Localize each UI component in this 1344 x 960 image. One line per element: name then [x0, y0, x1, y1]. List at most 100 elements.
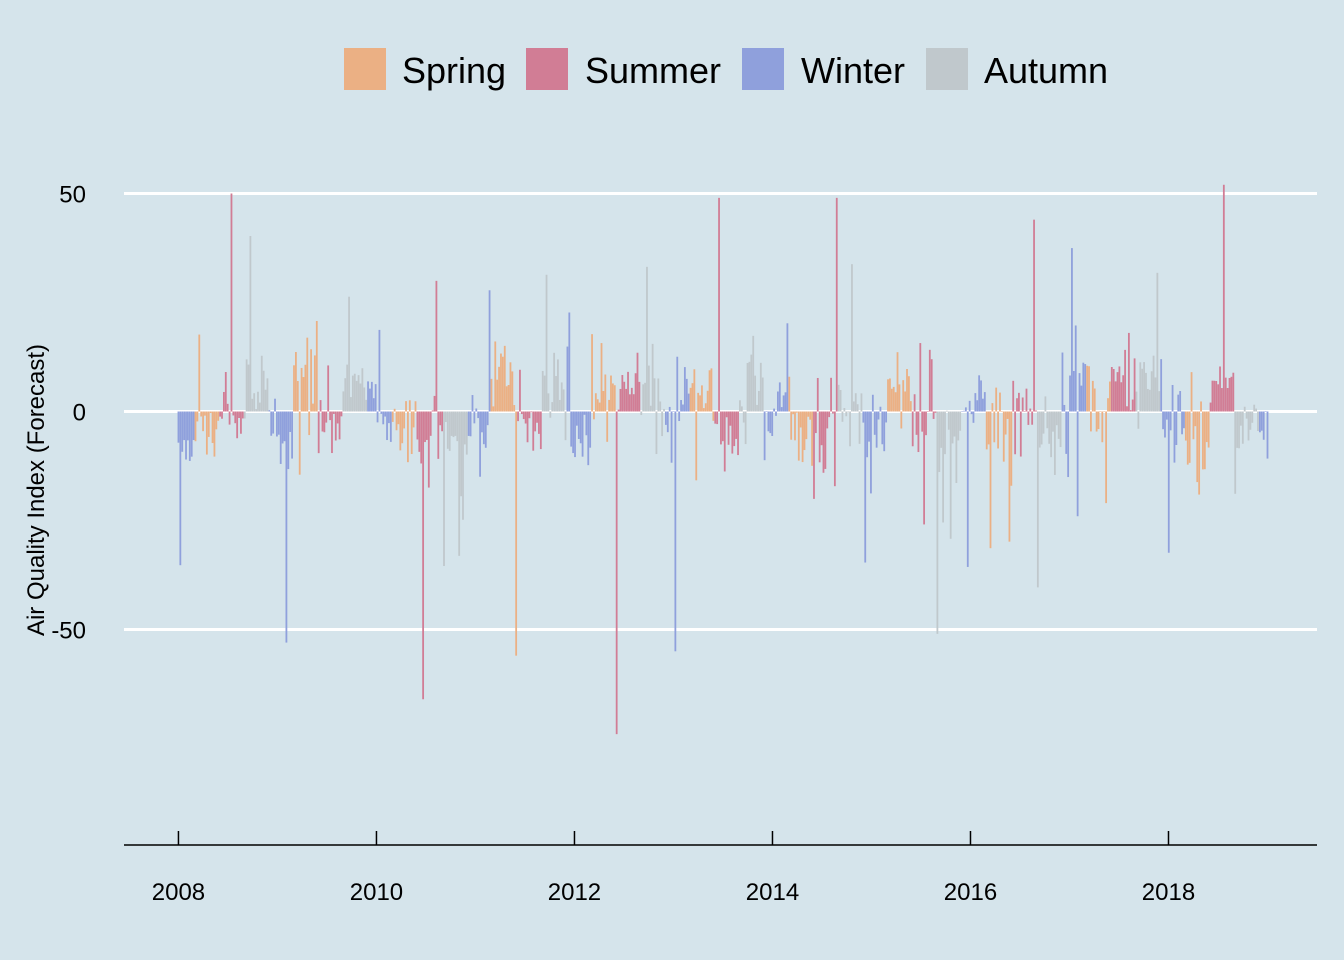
bar-winter: [1065, 411, 1068, 454]
bar-spring: [293, 365, 295, 412]
bar-autumn: [657, 378, 660, 412]
bar-autumn: [938, 411, 941, 473]
bar-spring: [1086, 365, 1089, 412]
bar-autumn: [1139, 362, 1142, 412]
bar-autumn: [1240, 411, 1242, 426]
bar-autumn: [342, 391, 345, 412]
bar-summer: [532, 411, 535, 451]
bar-autumn: [1158, 391, 1161, 412]
bar-spring: [1091, 380, 1094, 412]
bar-autumn: [1238, 411, 1240, 449]
bar-summer: [534, 411, 537, 432]
bar-summer: [824, 411, 827, 469]
bar-spring: [1190, 372, 1193, 412]
bar-summer: [727, 411, 730, 445]
bar-spring: [315, 320, 318, 412]
bar-winter: [1160, 359, 1163, 412]
bar-spring: [412, 411, 415, 428]
bar-autumn: [456, 411, 459, 442]
bar-spring: [1010, 411, 1013, 486]
bar-autumn: [944, 411, 946, 455]
bar-spring: [987, 411, 990, 445]
bar-winter: [1071, 248, 1073, 412]
bar-summer: [1228, 377, 1231, 412]
bar-autumn: [1048, 411, 1051, 444]
bar-autumn: [1057, 411, 1060, 439]
bar-spring: [408, 400, 411, 412]
bar-summer: [241, 411, 244, 419]
bar-summer: [1209, 402, 1212, 412]
bar-winter: [276, 411, 278, 437]
bar-spring: [1095, 411, 1098, 432]
bar-autumn: [1036, 411, 1039, 588]
bar-winter: [1080, 385, 1083, 412]
bar-spring: [604, 374, 607, 412]
bar-winter: [665, 411, 667, 425]
bar-winter: [374, 384, 377, 412]
bar-spring: [509, 362, 512, 412]
bar-winter: [287, 411, 290, 470]
bar-autumn: [843, 408, 846, 412]
bar-autumn: [953, 411, 956, 437]
bar-summer: [919, 343, 922, 412]
bar-winter: [188, 411, 191, 461]
bar-autumn: [752, 335, 755, 412]
bar-spring: [610, 375, 612, 412]
bar-autumn: [353, 373, 356, 412]
bar-spring: [710, 368, 713, 412]
x-tick-label: 2010: [350, 879, 403, 906]
bar-autumn: [1257, 411, 1259, 431]
bar-summer: [1221, 388, 1223, 412]
bar-autumn: [655, 411, 658, 455]
bar-autumn: [443, 411, 445, 567]
bar-spring: [295, 352, 297, 412]
bar-summer: [530, 411, 533, 413]
bar-summer: [426, 411, 428, 440]
bar-autumn: [1052, 411, 1054, 432]
bar-autumn: [936, 411, 939, 634]
bar-winter: [1171, 384, 1174, 412]
bar-spring: [691, 383, 694, 412]
bar-summer: [1016, 398, 1018, 412]
bar-winter: [179, 411, 182, 566]
bar-summer: [911, 411, 914, 447]
bar-summer: [1035, 410, 1037, 412]
bar-winter: [767, 411, 770, 432]
bar-summer: [1116, 372, 1119, 412]
bar-winter: [769, 411, 772, 434]
bar-summer: [634, 373, 637, 412]
bar-autumn: [355, 380, 358, 412]
bar-summer: [638, 381, 641, 412]
bar-spring: [807, 411, 810, 417]
bar-winter: [875, 411, 878, 448]
bar-summer: [913, 394, 916, 412]
bar-spring: [993, 411, 996, 443]
bar-autumn: [758, 390, 760, 412]
bar-summer: [629, 394, 631, 412]
bar-spring: [196, 411, 199, 422]
bar-autumn: [945, 410, 948, 412]
bar-summer: [325, 411, 328, 423]
bar-summer: [240, 411, 242, 434]
bar-autumn: [558, 399, 561, 412]
bar-summer: [721, 411, 724, 442]
legend-item-spring: Spring: [344, 48, 506, 91]
bar-winter: [1183, 411, 1185, 429]
bar-winter: [589, 411, 592, 448]
bar-summer: [223, 391, 225, 412]
bar-autumn: [257, 391, 259, 412]
bar-winter: [1260, 411, 1263, 431]
bar-spring: [204, 411, 206, 416]
bar-winter: [1061, 352, 1064, 412]
bar-autumn: [837, 384, 840, 412]
bar-spring: [302, 377, 305, 412]
bar-winter: [685, 378, 688, 412]
bar-spring: [1006, 411, 1009, 419]
bar-spring: [606, 411, 609, 442]
bar-summer: [723, 411, 726, 472]
bar-autumn: [860, 393, 863, 412]
bar-winter: [469, 411, 472, 437]
bar-winter: [668, 406, 671, 412]
bar-winter: [870, 411, 872, 494]
bar-autumn: [1251, 411, 1254, 423]
